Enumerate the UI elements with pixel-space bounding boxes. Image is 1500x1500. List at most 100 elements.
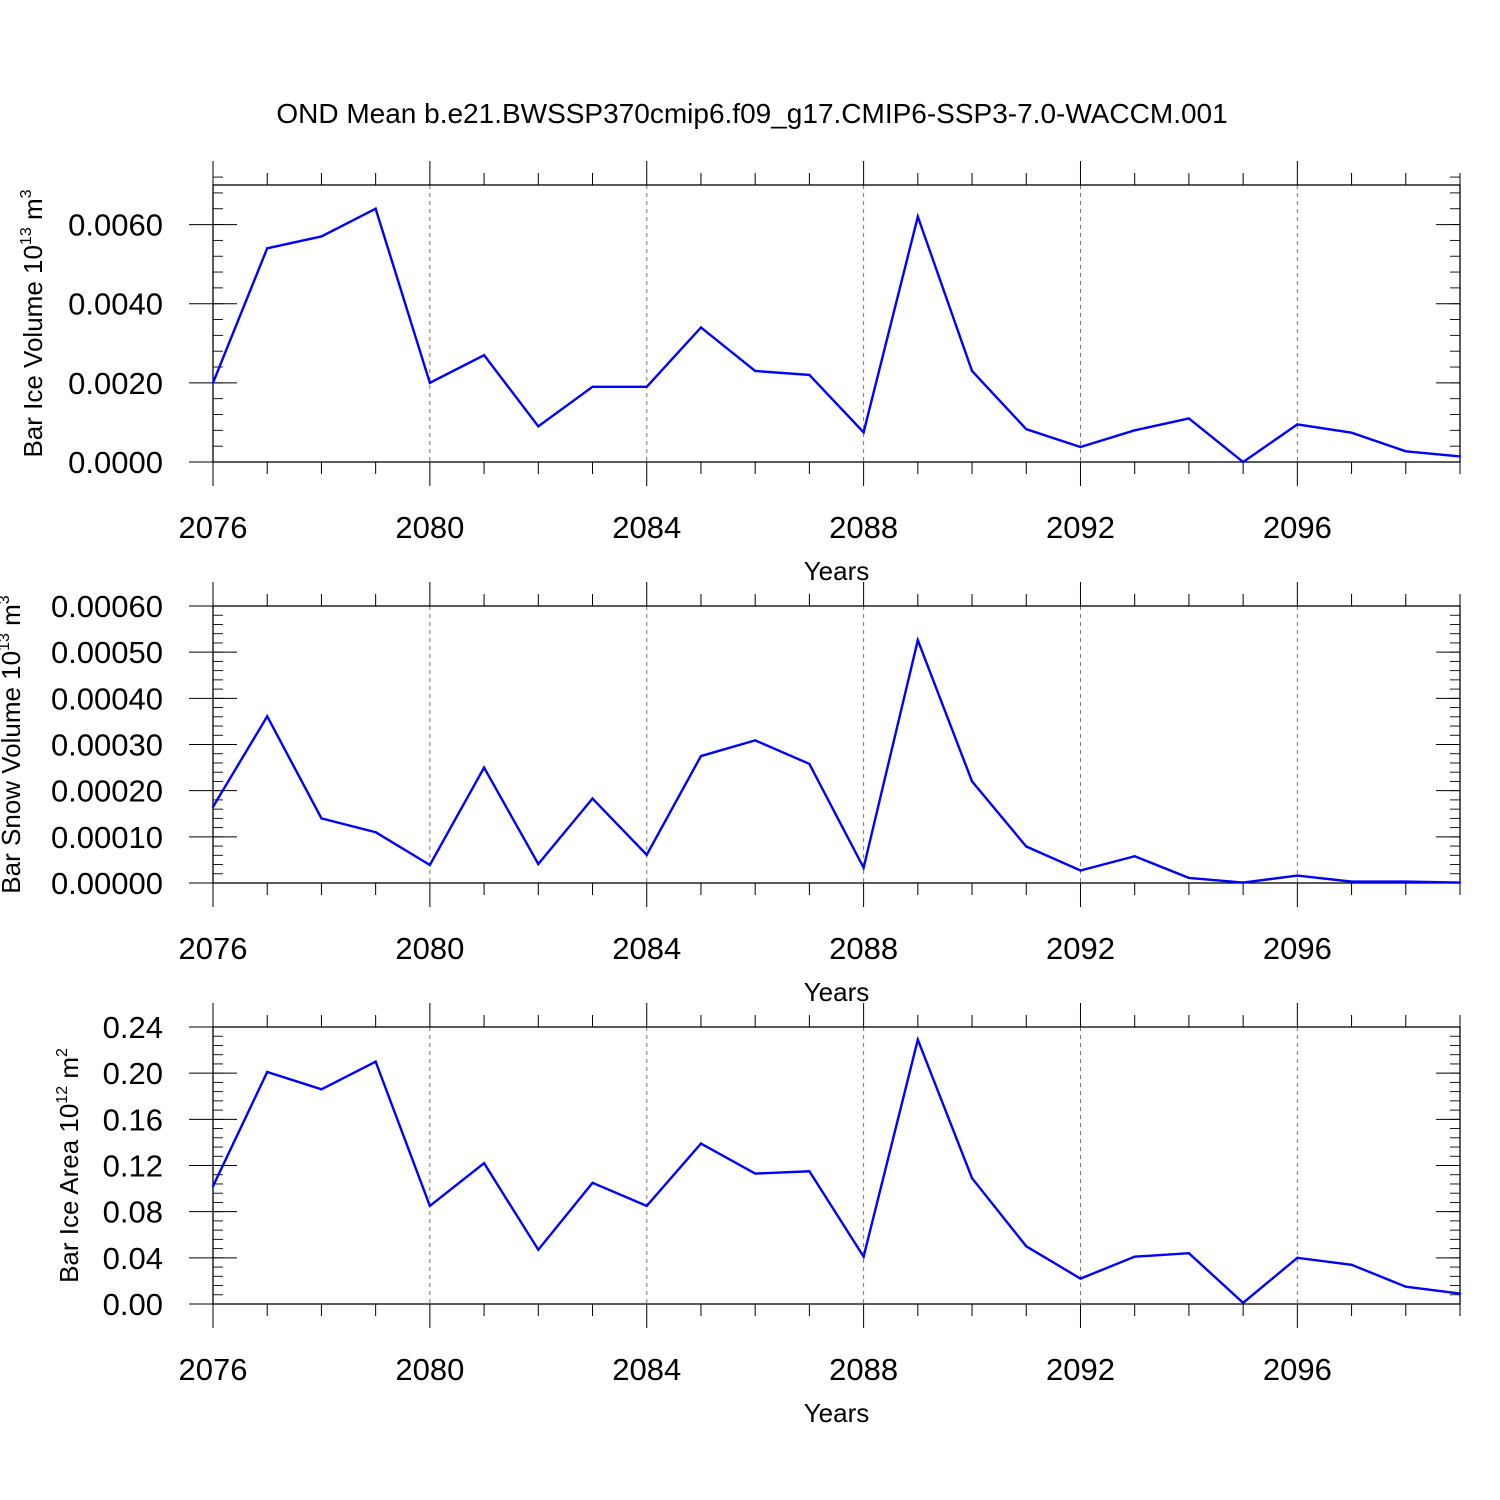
data-point bbox=[1404, 1285, 1407, 1288]
data-point bbox=[537, 1248, 540, 1251]
data-point bbox=[1241, 1301, 1245, 1305]
data-point bbox=[699, 326, 703, 329]
data-point bbox=[1025, 845, 1028, 848]
data-point bbox=[1350, 880, 1353, 883]
y-tick-label: 0.0060 bbox=[68, 208, 163, 243]
x-tick-label: 2076 bbox=[179, 1352, 248, 1387]
x-axis-label: Years bbox=[804, 556, 870, 586]
data-point bbox=[753, 739, 757, 742]
data-point bbox=[1187, 1252, 1191, 1255]
data-point bbox=[374, 1060, 377, 1063]
data-point bbox=[1404, 450, 1407, 453]
data-point bbox=[1296, 423, 1299, 426]
data-point bbox=[320, 817, 323, 820]
data-point bbox=[1079, 1277, 1082, 1280]
data-point bbox=[211, 805, 215, 809]
data-point bbox=[1296, 874, 1299, 877]
x-tick-label: 2092 bbox=[1046, 931, 1115, 966]
data-point bbox=[211, 1185, 215, 1188]
y-axis-label-superscript: 3 bbox=[0, 595, 13, 604]
data-point bbox=[699, 1142, 703, 1145]
x-tick-label: 2096 bbox=[1263, 931, 1332, 966]
y-axis-label: Bar Ice Volume 1013 m3 bbox=[18, 189, 48, 457]
data-point bbox=[753, 369, 757, 373]
y-tick-label: 0.0000 bbox=[68, 445, 163, 480]
y-axis-label-part: m bbox=[18, 198, 48, 227]
panel-snow-volume: 0.00000 0.00010 0.00020 0.00030 0.00040 0.000… bbox=[0, 582, 1462, 1007]
y-axis-label-superscript: 12 bbox=[54, 1086, 71, 1104]
data-point bbox=[266, 1070, 269, 1074]
y-tick-label: 0.00020 bbox=[51, 774, 163, 809]
y-axis-label: Bar Snow Volume 1013 m3 bbox=[0, 595, 26, 894]
y-axis-label-part: Bar Ice Volume 10 bbox=[18, 245, 48, 457]
y-axis-label: Bar Ice Area 1012 m2 bbox=[54, 1048, 84, 1283]
x-tick-label: 2080 bbox=[395, 1352, 464, 1387]
data-point bbox=[591, 385, 594, 389]
y-tick-label: 0.24 bbox=[103, 1010, 163, 1045]
plot-frame bbox=[212, 1026, 1461, 1305]
data-point bbox=[916, 638, 920, 642]
data-point bbox=[428, 381, 432, 385]
data-point bbox=[645, 385, 648, 389]
y-axis-label-part: m bbox=[54, 1057, 84, 1086]
y-tick-label: 0.00010 bbox=[51, 820, 163, 855]
y-tick-label: 0.00040 bbox=[51, 681, 163, 716]
chart-title: OND Mean b.e21.BWSSP370cmip6.f09_g17.CMI… bbox=[276, 98, 1227, 129]
data-point bbox=[211, 381, 215, 385]
data-point bbox=[645, 1204, 648, 1208]
data-point bbox=[320, 1088, 323, 1091]
x-tick-label: 2076 bbox=[179, 510, 248, 545]
panel-ice-volume: 0.0000 0.0020 0.0040 0.0060 2076 2080 2084 2088… bbox=[18, 161, 1462, 586]
series-line bbox=[211, 636, 1461, 884]
data-point bbox=[1079, 445, 1082, 449]
data-point bbox=[482, 1161, 486, 1165]
data-point bbox=[1458, 881, 1462, 884]
data-point bbox=[1241, 460, 1245, 464]
data-point bbox=[970, 369, 974, 373]
x-tick-label: 2088 bbox=[829, 931, 898, 966]
series-line bbox=[211, 207, 1461, 464]
data-point bbox=[1350, 431, 1353, 434]
y-axis-label-part: Bar Snow Volume 10 bbox=[0, 651, 26, 894]
data-point bbox=[1187, 876, 1191, 880]
y-tick-label: 0.00030 bbox=[51, 728, 163, 763]
data-point bbox=[1079, 869, 1082, 872]
data-point bbox=[916, 215, 920, 218]
x-axis-label: Years bbox=[804, 977, 870, 1007]
x-tick-label: 2096 bbox=[1263, 510, 1332, 545]
data-point bbox=[862, 431, 865, 434]
data-point bbox=[1458, 455, 1462, 458]
data-point bbox=[374, 207, 377, 210]
data-point bbox=[1187, 417, 1191, 420]
plot-frame bbox=[212, 184, 1461, 463]
data-point bbox=[645, 853, 648, 857]
data-point bbox=[916, 1038, 920, 1041]
y-tick-label: 0.12 bbox=[103, 1149, 163, 1184]
y-tick-label: 0.08 bbox=[103, 1195, 163, 1230]
x-tick-label: 2092 bbox=[1046, 1352, 1115, 1387]
data-point bbox=[537, 425, 540, 428]
data-point bbox=[1241, 881, 1245, 884]
y-axis-label-superscript: 2 bbox=[54, 1048, 71, 1057]
y-tick-label: 0.0020 bbox=[68, 366, 163, 401]
data-point bbox=[1025, 427, 1028, 431]
data-point bbox=[808, 762, 811, 766]
x-tick-label: 2076 bbox=[179, 931, 248, 966]
data-point bbox=[808, 1170, 811, 1173]
x-tick-label: 2080 bbox=[395, 510, 464, 545]
y-tick-label: 0.04 bbox=[103, 1241, 163, 1276]
data-point bbox=[1350, 1263, 1353, 1266]
y-tick-label: 0.20 bbox=[103, 1056, 163, 1091]
x-tick-label: 2084 bbox=[612, 1352, 681, 1387]
x-axis-label: Years bbox=[804, 1398, 870, 1428]
x-tick-label: 2084 bbox=[612, 510, 681, 545]
plot-frame bbox=[212, 605, 1461, 884]
data-point bbox=[266, 247, 269, 250]
data-point bbox=[1025, 1245, 1028, 1248]
y-tick-label: 0.00000 bbox=[51, 866, 163, 901]
data-point bbox=[1404, 880, 1407, 883]
data-point bbox=[374, 831, 377, 834]
x-tick-label: 2088 bbox=[829, 1352, 898, 1387]
data-point bbox=[1296, 1256, 1299, 1260]
